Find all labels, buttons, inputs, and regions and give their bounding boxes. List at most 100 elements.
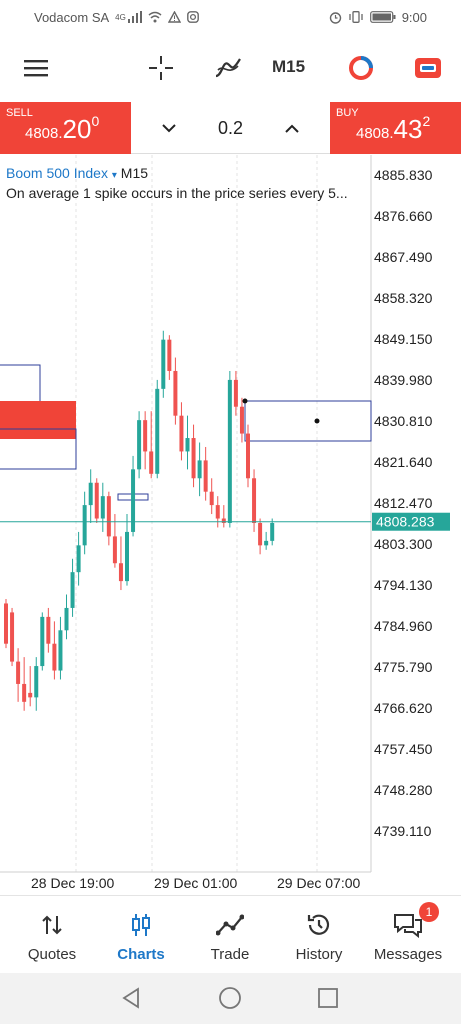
charts-icon: [132, 914, 150, 936]
price-tick-label: 4885.830: [374, 167, 433, 183]
candle-body: [149, 451, 154, 474]
candle-body: [131, 469, 136, 532]
volume-value[interactable]: 0.2: [217, 118, 244, 138]
drawn-rectangle: [0, 364, 41, 404]
system-navigation-bar: [0, 973, 461, 1024]
sell-tag: SELL: [6, 107, 33, 119]
candle-body: [161, 339, 166, 389]
price-tick-label: 4757.450: [374, 741, 433, 757]
one-click-trade-button[interactable]: [410, 50, 446, 86]
candle-body: [246, 433, 250, 479]
candle-body: [22, 683, 27, 702]
nav-label: History: [295, 946, 343, 963]
crosshair-icon: [149, 56, 173, 80]
messages-badge: 1: [419, 902, 439, 922]
timeframe-button[interactable]: M15: [272, 57, 306, 76]
volume-increase-button[interactable]: [278, 114, 306, 142]
crosshair-button[interactable]: [143, 50, 179, 86]
candle-body: [16, 661, 21, 684]
candle-body: [64, 607, 69, 631]
candle-body: [143, 420, 148, 452]
recents-button[interactable]: [315, 985, 341, 1011]
candle-body: [125, 531, 129, 582]
price-tick-label: 4739.110: [374, 823, 432, 839]
candle-body: [179, 415, 184, 452]
wifi-icon: [148, 11, 162, 23]
candle-body: [233, 379, 238, 407]
home-button[interactable]: [217, 985, 243, 1011]
candle-body: [100, 496, 105, 519]
candle-body: [46, 616, 51, 644]
drawing-anchor-point: [242, 398, 248, 404]
candle-body: [167, 339, 172, 371]
nav-trade[interactable]: Trade: [184, 896, 276, 974]
chart-toolbar: M15: [0, 34, 461, 102]
candle-body: [28, 692, 33, 698]
nav-label: Messages: [373, 946, 443, 963]
one-click-trading-panel: SELL 4808.200 0.2 BUY 4808.432: [0, 102, 461, 154]
nav-messages[interactable]: 1 Messages: [362, 896, 454, 974]
chevron-down-icon: ▾: [111, 170, 117, 181]
back-button[interactable]: [118, 985, 144, 1011]
nav-charts[interactable]: Charts: [95, 896, 187, 974]
candle-body: [155, 388, 160, 474]
instagram-icon: [186, 11, 199, 23]
indicators-button[interactable]: [210, 50, 246, 86]
trade-icon: [216, 914, 244, 936]
price-tick-label: 4849.150: [374, 331, 433, 347]
chart-type-button[interactable]: [343, 50, 379, 86]
candle-body: [76, 545, 81, 573]
nav-quotes[interactable]: Quotes: [6, 896, 98, 974]
price-tick-label: 4784.960: [374, 618, 433, 634]
candle-body: [185, 438, 190, 452]
drawn-rectangle: [0, 428, 77, 470]
nav-history[interactable]: History: [273, 896, 365, 974]
nav-label: Charts: [117, 946, 165, 963]
sell-price: 4808.200: [25, 113, 100, 144]
candle-body: [82, 505, 87, 546]
price-tick-label: 4775.790: [374, 659, 433, 675]
candle-body: [173, 370, 178, 416]
candle-body: [239, 406, 244, 434]
chart-symbol-header[interactable]: Boom 500 Index ▾ M15: [6, 165, 148, 181]
time-tick-label: 29 Dec 01:00: [154, 875, 237, 891]
candle-body: [10, 612, 15, 662]
volume-control: 0.2: [131, 102, 330, 154]
price-tick-label: 4794.130: [374, 577, 433, 593]
candle-body: [252, 478, 257, 523]
candle-body: [203, 460, 208, 492]
nav-label: Quotes: [27, 946, 77, 963]
symbol-description: On average 1 spike occurs in the price s…: [6, 185, 348, 201]
candle-body: [227, 379, 232, 523]
current-price-label-bg: [372, 512, 450, 531]
drawn-rectangle: [244, 400, 372, 442]
price-chart[interactable]: 4885.830 4876.660 4867.490 4858.320 4849.150…: [0, 155, 461, 895]
candle-body: [52, 643, 57, 671]
time-tick-label: 29 Dec 07:00: [277, 875, 360, 891]
home-icon: [219, 987, 241, 1009]
drawing-anchor-point: [314, 418, 320, 424]
chart-type-icon: [349, 56, 373, 80]
drawn-rectangle-filled: [0, 401, 76, 439]
candle-body: [70, 572, 75, 608]
carrier-name: Vodacom SA: [34, 9, 110, 25]
chevron-down-icon: [162, 123, 176, 132]
candle-body: [58, 630, 63, 671]
candle-body: [215, 505, 220, 519]
candle-body: [118, 563, 123, 582]
price-tick-label: 4876.660: [374, 208, 433, 224]
recents-icon: [318, 988, 338, 1008]
status-bar: Vodacom SA 4G 9:00: [0, 0, 461, 34]
candle-body: [88, 482, 93, 506]
clock-time: 9:00: [401, 9, 427, 25]
chart-area[interactable]: 4885.830 4876.660 4867.490 4858.320 4849.150…: [0, 155, 461, 895]
sell-button[interactable]: SELL 4808.200: [0, 102, 131, 154]
candle-body: [4, 603, 8, 644]
candle-body: [258, 522, 263, 546]
volume-decrease-button[interactable]: [155, 114, 183, 142]
warning-icon: [167, 11, 181, 23]
price-tick-label: 4812.470: [374, 495, 433, 511]
candle-body: [40, 616, 45, 667]
menu-button[interactable]: [18, 50, 54, 86]
buy-button[interactable]: BUY 4808.432: [330, 102, 461, 154]
